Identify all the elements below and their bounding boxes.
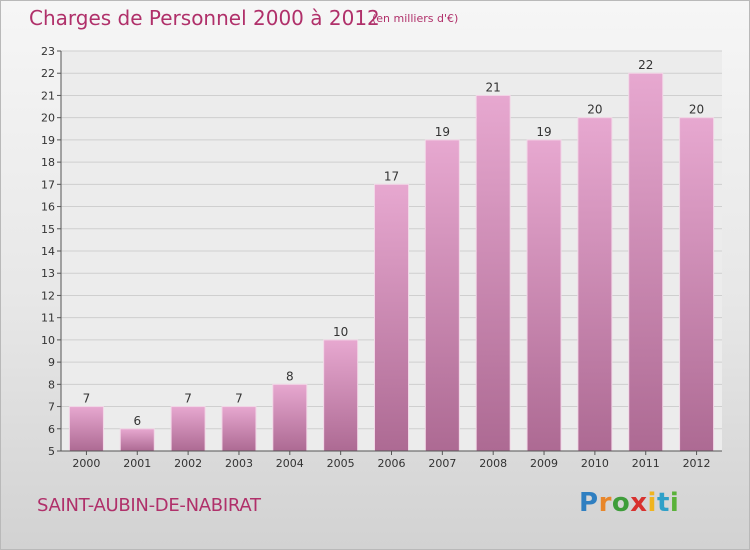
bar-2008 [475, 94, 511, 452]
logo-letter: o [611, 488, 631, 518]
x-tick-label: 2009 [530, 457, 558, 470]
bar-2003 [221, 406, 257, 452]
x-tick-label: 2008 [479, 457, 507, 470]
bar-2011 [628, 72, 664, 452]
bar-2009 [526, 139, 562, 452]
y-tick-label: 17 [41, 178, 55, 191]
bar-2001 [119, 428, 155, 452]
x-tick-label: 2005 [327, 457, 355, 470]
y-tick-label: 22 [41, 67, 55, 80]
bar-value-label: 19 [435, 125, 450, 139]
chart-title: Charges de Personnel 2000 à 2012 [29, 6, 380, 30]
x-tick-label: 2012 [683, 457, 711, 470]
x-tick-label: 2000 [72, 457, 100, 470]
bar-2005 [323, 339, 359, 452]
bar-value-label: 10 [333, 325, 348, 339]
logo-letter: x [630, 488, 648, 518]
y-tick-label: 9 [48, 356, 55, 369]
bar-2012 [679, 117, 715, 452]
y-tick-label: 10 [41, 334, 55, 347]
bar-value-label: 19 [536, 125, 551, 139]
town-name: SAINT-AUBIN-DE-NABIRAT [37, 495, 261, 516]
bar-value-label: 8 [286, 369, 294, 383]
bar-2002 [170, 406, 206, 452]
x-tick-label: 2002 [174, 457, 202, 470]
logo-letter: t [656, 488, 670, 518]
bar-2007 [424, 139, 460, 452]
logo-letter: P [579, 488, 599, 518]
y-tick-label: 16 [41, 201, 55, 214]
y-tick-label: 6 [48, 423, 55, 436]
bar-value-label: 6 [133, 414, 141, 428]
y-tick-label: 15 [41, 223, 55, 236]
x-tick-label: 2004 [276, 457, 304, 470]
bar-value-label: 20 [587, 103, 602, 117]
y-tick-label: 11 [41, 312, 55, 325]
x-tick-label: 2006 [378, 457, 406, 470]
bar-value-label: 17 [384, 169, 399, 183]
bar-value-label: 7 [83, 392, 91, 406]
logo-letter: i [647, 488, 657, 518]
bar-2000 [68, 406, 104, 452]
y-tick-label: 5 [48, 445, 55, 458]
y-tick-label: 23 [41, 45, 55, 58]
bar-2010 [577, 117, 613, 452]
bar-2004 [272, 383, 308, 452]
proxiti-logo: Proxiti [579, 488, 679, 518]
x-tick-label: 2003 [225, 457, 253, 470]
y-tick-label: 21 [41, 89, 55, 102]
x-tick-label: 2010 [581, 457, 609, 470]
y-tick-label: 18 [41, 156, 55, 169]
bar-value-label: 20 [689, 103, 704, 117]
bar-2006 [374, 183, 409, 452]
y-tick-label: 12 [41, 289, 55, 302]
y-tick-label: 20 [41, 112, 55, 125]
x-tick-label: 2001 [123, 457, 151, 470]
y-tick-label: 8 [48, 378, 55, 391]
chart-subtitle: (en milliers d'€) [372, 12, 459, 25]
bar-value-label: 7 [235, 392, 243, 406]
y-tick-label: 7 [48, 401, 55, 414]
x-tick-label: 2011 [632, 457, 660, 470]
y-tick-label: 13 [41, 267, 55, 280]
logo-letter: i [669, 488, 680, 518]
y-tick-label: 19 [41, 134, 55, 147]
bar-value-label: 22 [638, 58, 653, 72]
x-tick-label: 2007 [428, 457, 456, 470]
bar-value-label: 21 [486, 80, 501, 94]
logo-letter: r [598, 488, 612, 518]
bar-value-label: 7 [184, 392, 192, 406]
y-tick-label: 14 [41, 245, 55, 258]
